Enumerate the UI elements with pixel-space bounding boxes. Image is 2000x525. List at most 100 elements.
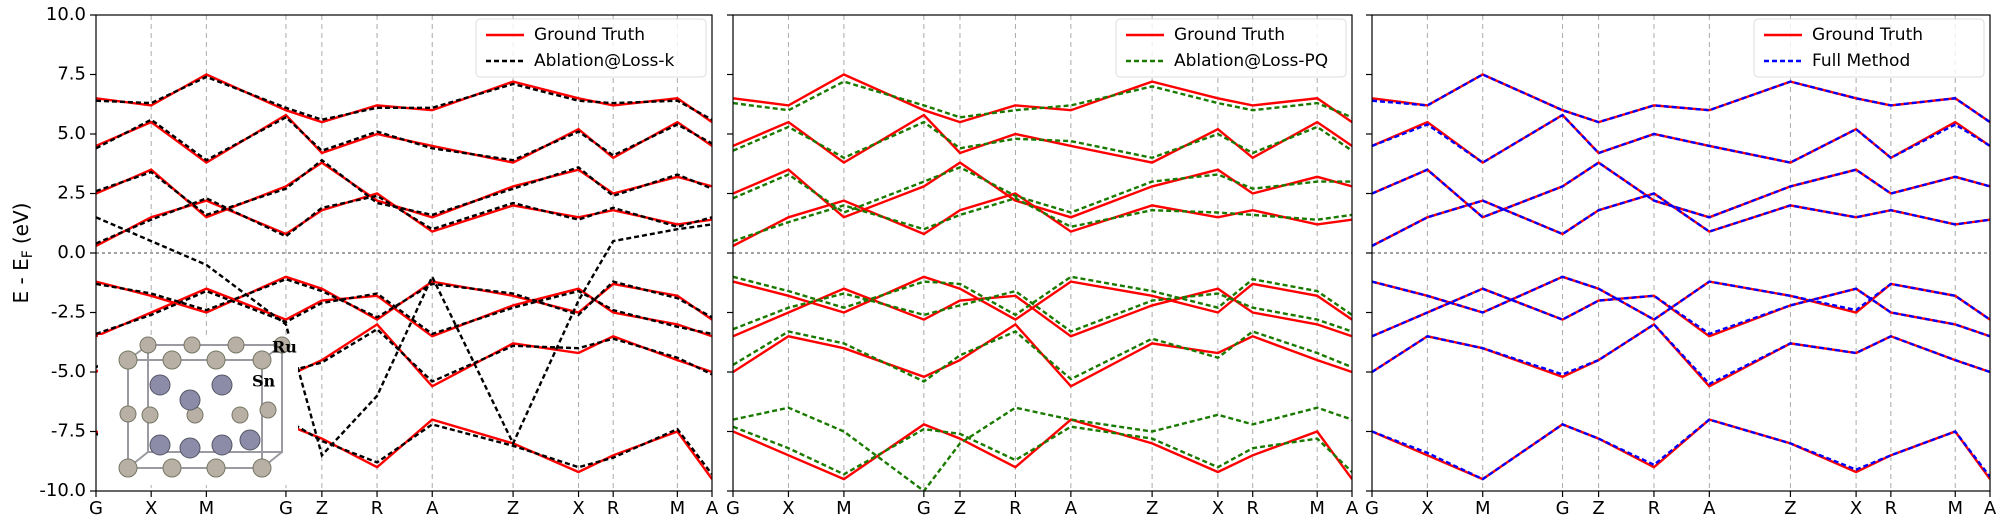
plot-frame	[1371, 14, 1991, 492]
x-tick-label: Z	[1784, 498, 1796, 519]
x-tick-label: A	[1703, 498, 1716, 519]
band-line	[96, 73, 712, 124]
plot-frame	[732, 14, 1353, 492]
panel: -10.0 -7.5 -5.0 -2.5 0.0 2.5 5.0 7.5 10.0 G X M G Z R A…	[9, 4, 719, 519]
x-tick-label: X	[1850, 498, 1862, 519]
band-line	[733, 161, 1352, 219]
band-line	[96, 277, 712, 319]
ru-atoms	[118, 336, 291, 478]
y-tick-label: -5.0	[51, 361, 86, 382]
x-tick-label: A	[1984, 498, 1997, 519]
band-line	[1372, 192, 1990, 247]
band-line	[733, 418, 1352, 481]
band-line	[96, 327, 712, 383]
inset-label: Sn	[252, 372, 276, 391]
band-line	[96, 115, 712, 162]
band-line	[733, 275, 1352, 317]
band-line	[1372, 73, 1990, 124]
sn-atoms	[149, 374, 261, 459]
legend-text: Ground Truth	[1174, 25, 1285, 45]
legend-text: Ablation@Loss-PQ	[1174, 51, 1328, 71]
legend-box	[1115, 18, 1347, 78]
y-tick-label: 10.0	[46, 4, 86, 25]
band-line	[733, 406, 1352, 491]
y-tick-label: 0.0	[57, 242, 86, 263]
band-line	[96, 418, 712, 483]
x-tick-label: X	[782, 498, 794, 519]
band-line	[96, 75, 712, 121]
x-tick-label: X	[145, 498, 157, 519]
y-label-unit: (eV)	[9, 203, 33, 245]
y-label-main: E - E	[9, 258, 33, 303]
x-tick-label: G	[279, 498, 293, 519]
x-tick-label: R	[607, 498, 620, 519]
band-line	[733, 330, 1352, 383]
band-line	[733, 120, 1352, 160]
band-line	[733, 80, 1352, 119]
x-tick-label: Z	[316, 498, 328, 519]
band-line	[733, 425, 1352, 476]
y-tick-label: 2.5	[57, 183, 86, 204]
band-line	[733, 197, 1352, 243]
x-tick-label: A	[426, 498, 439, 519]
x-tick-label: R	[1009, 498, 1022, 519]
x-tick-label: A	[706, 498, 719, 519]
band-line	[96, 192, 712, 247]
inset-label: Ru	[272, 338, 297, 357]
x-tick-label: G	[1556, 498, 1570, 519]
band-line	[733, 192, 1352, 247]
x-tick-label: M	[836, 498, 852, 519]
x-tick-label: X	[1421, 498, 1433, 519]
x-tick-label: M	[1947, 498, 1963, 519]
x-tick-label: Z	[1592, 498, 1604, 519]
x-tick-label: R	[371, 498, 384, 519]
x-tick-label: M	[199, 498, 215, 519]
band-line	[96, 158, 712, 217]
x-tick-label: R	[1885, 498, 1898, 519]
y-tick-label: 7.5	[57, 64, 86, 85]
band-line	[733, 287, 1352, 338]
band-line	[1372, 113, 1990, 165]
x-tick-label: G	[917, 498, 931, 519]
legend-text: Ground Truth	[534, 25, 645, 45]
band-line	[733, 275, 1352, 322]
x-tick-label: R	[1648, 498, 1661, 519]
band-line	[1372, 322, 1990, 388]
y-axis-label: E - EF (eV)	[9, 203, 37, 304]
band-line	[96, 289, 712, 336]
legend-text: Ground Truth	[1812, 25, 1923, 45]
plot-frame	[95, 14, 713, 492]
x-tick-label: Z	[1146, 498, 1158, 519]
band-line	[733, 73, 1352, 124]
x-tick-label: G	[726, 498, 740, 519]
band-line	[96, 287, 712, 338]
y-tick-label: -2.5	[51, 302, 86, 323]
x-tick-label: R	[1246, 498, 1259, 519]
y-label-sub: F	[20, 250, 36, 258]
x-tick-label: A	[1346, 498, 1359, 519]
band-line	[1372, 418, 1990, 481]
band-line	[1372, 73, 1990, 124]
x-tick-label: G	[1365, 498, 1379, 519]
legend-text: Full Method	[1812, 51, 1910, 71]
crystal-inset: Ru Sn	[98, 335, 298, 485]
legend-box	[475, 18, 707, 78]
x-tick-label: X	[572, 498, 584, 519]
x-tick-label: Z	[954, 498, 966, 519]
band-line	[1372, 275, 1990, 322]
x-tick-label: M	[670, 498, 686, 519]
band-line	[733, 165, 1352, 214]
x-tick-label: M	[1309, 498, 1325, 519]
band-line	[733, 289, 1352, 333]
y-tick-label: 5.0	[57, 123, 86, 144]
band-line	[733, 322, 1352, 388]
x-tick-label: M	[1475, 498, 1491, 519]
legend-box	[1753, 18, 1985, 78]
band-line	[1372, 161, 1990, 219]
x-tick-label: X	[1212, 498, 1224, 519]
y-tick-label: -10.0	[39, 480, 86, 501]
legend-text: Ablation@Loss-k	[534, 51, 675, 71]
